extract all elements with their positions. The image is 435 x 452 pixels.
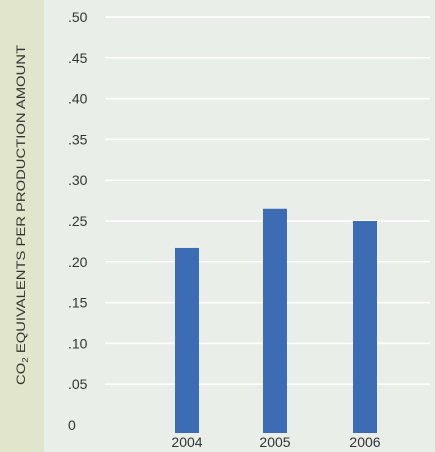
y-tick-label: .20	[68, 254, 88, 270]
y-tick-label: .10	[68, 335, 88, 351]
y-tick-label: .30	[68, 172, 88, 188]
y-axis-title-suffix: EQUIVALENTS PER PRODUCTION AMOUNT	[14, 44, 28, 357]
y-tick-label: .45	[68, 50, 88, 66]
y-tick-label: .50	[68, 9, 88, 25]
y-tick-label: .35	[68, 131, 88, 147]
y-tick-label: .25	[68, 213, 88, 229]
x-tick-label: 2005	[259, 434, 290, 450]
y-axis-title-panel	[0, 0, 44, 452]
x-tick-label: 2006	[349, 434, 380, 450]
x-tick-label: 2004	[171, 434, 202, 450]
y-tick-labels: 0 .05 .10 .15 .20 .25 .30 .35 .40 .45 .50	[68, 9, 88, 433]
y-tick-label: .40	[68, 91, 88, 107]
y-axis-title-prefix: CO	[14, 363, 28, 385]
y-tick-label: .15	[68, 295, 88, 311]
y-tick-label: .05	[68, 376, 88, 392]
x-tick-labels: 2004 2005 2006	[171, 434, 380, 450]
bar-2005	[263, 208, 287, 433]
bar-series	[175, 208, 377, 433]
y-axis-title-subscript: 2	[21, 357, 30, 363]
bar-2006	[353, 221, 377, 433]
y-tick-label: 0	[68, 417, 76, 433]
bar-2004	[175, 247, 199, 433]
y-axis-title: CO2 EQUIVALENTS PER PRODUCTION AMOUNT	[14, 44, 30, 385]
